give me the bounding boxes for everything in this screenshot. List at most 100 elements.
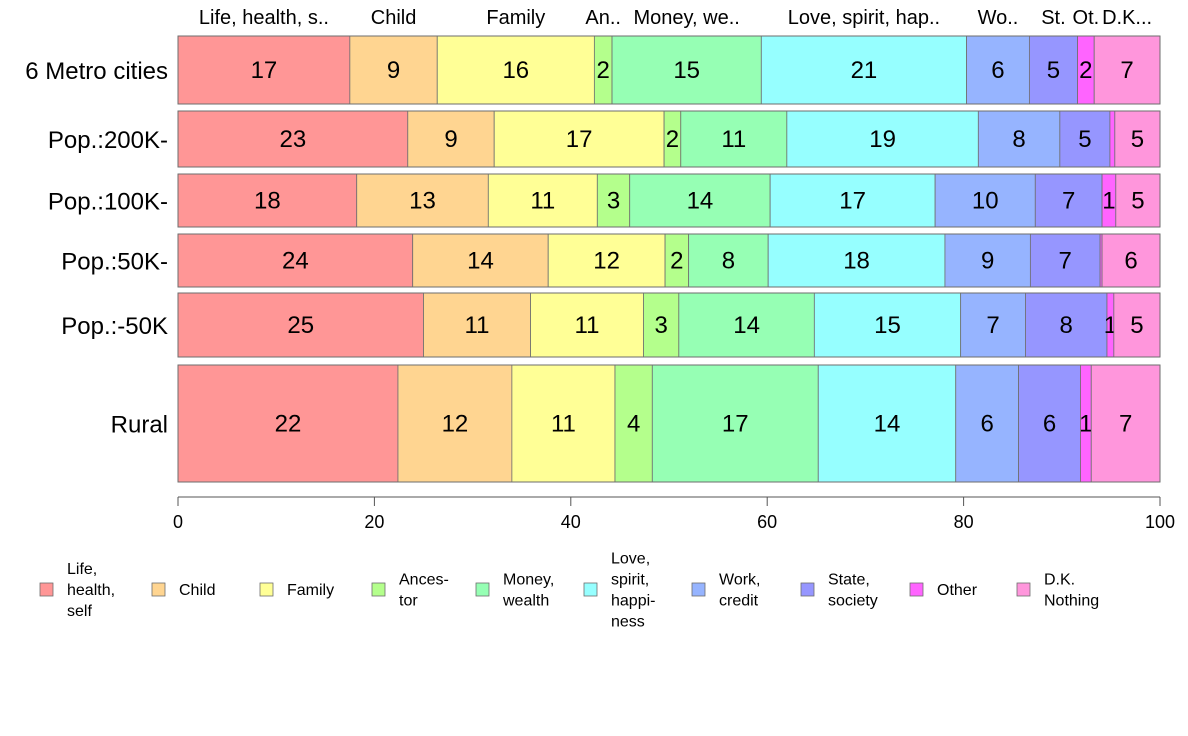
- bar-segment: [356, 173, 489, 228]
- data-label: 6: [1043, 411, 1056, 438]
- data-label: 9: [387, 57, 400, 84]
- data-label: 14: [874, 411, 901, 438]
- top-label: Ot.: [1073, 7, 1100, 29]
- bar-row: 25 11 11 3 14 15 7 8 1 5: [177, 292, 1161, 358]
- data-label: 17: [251, 57, 278, 84]
- legend-swatch: [800, 582, 815, 597]
- legend-label: State,: [828, 572, 870, 589]
- x-tick-label: 60: [757, 512, 777, 532]
- legend-label: spirit,: [611, 572, 649, 589]
- bar-outline: [177, 110, 1161, 168]
- bar-segment: [680, 110, 788, 168]
- legend-label: Child: [179, 582, 215, 599]
- top-label: An..: [585, 7, 621, 29]
- data-label: 12: [442, 411, 469, 438]
- data-label: 5: [1078, 126, 1091, 153]
- data-label: 1: [1102, 188, 1115, 215]
- legend-label: credit: [719, 593, 759, 610]
- legend-swatch: [691, 582, 706, 597]
- legend-label: Nothing: [1044, 593, 1099, 610]
- data-label: 5: [1131, 188, 1144, 215]
- category-label: 6 Metro cities: [25, 58, 168, 85]
- bar-segment: [688, 233, 769, 288]
- legend-item: Family: [259, 582, 334, 599]
- bar-segment: [1018, 364, 1081, 483]
- bar-segment: [423, 292, 531, 358]
- bars: 17 9 16 2 15 21 6 5 2 723 9 17 2 11 19 8 5 518 13 11 3 14 17 10…: [177, 35, 1161, 483]
- x-tick-label: 80: [954, 512, 974, 532]
- bar-segment: [651, 364, 819, 483]
- legend-item: Love, spirit, happi-ness: [583, 551, 655, 631]
- bar-outline: [177, 233, 1161, 288]
- bar-outline: [177, 173, 1161, 228]
- legend-swatch: [475, 582, 490, 597]
- category-label: Pop.:50K-: [61, 249, 168, 276]
- top-labels: Life, health, s.. Child Family An.. Money, w…: [199, 7, 1152, 29]
- category-label: Pop.:-50K: [61, 313, 168, 340]
- data-label: 9: [444, 126, 457, 153]
- bar-segment: [596, 173, 631, 228]
- data-label: 17: [839, 188, 866, 215]
- legend-item: D.K. Nothing: [1016, 572, 1099, 610]
- legend-label: ness: [611, 614, 645, 631]
- top-label: Family: [486, 7, 545, 29]
- data-label: 3: [654, 312, 667, 339]
- legend-label: tor: [399, 593, 418, 610]
- x-tick-label: 100: [1145, 512, 1175, 532]
- bar-segment: [1113, 292, 1161, 358]
- data-label: 8: [722, 248, 735, 275]
- top-label: St.: [1041, 7, 1065, 29]
- data-label: 11: [551, 411, 576, 438]
- legend-item: Ances-tor: [371, 572, 449, 610]
- x-axis: 0 20 40 60 80 100: [173, 496, 1175, 532]
- bar-segment: [1090, 364, 1161, 483]
- top-label: D.K...: [1102, 7, 1152, 29]
- legend-label: health,: [67, 582, 115, 599]
- top-label: Love, spirit, hap..: [788, 7, 940, 29]
- bar-segment: [177, 233, 414, 288]
- bar-outline: [177, 35, 1161, 105]
- bar-segment: [629, 173, 771, 228]
- bar-segment: [177, 173, 358, 228]
- legend-swatch: [583, 582, 598, 597]
- legend-swatch: [909, 582, 924, 597]
- data-label: 11: [575, 312, 600, 339]
- bar-row: 18 13 11 3 14 17 10 7 1 5: [177, 173, 1161, 228]
- data-label: 24: [282, 248, 309, 275]
- legend-label: Other: [937, 582, 978, 599]
- bar-segment: [1114, 110, 1161, 168]
- legend-label: happi-: [611, 593, 655, 610]
- data-label: 7: [1119, 411, 1132, 438]
- data-label: 16: [502, 57, 529, 84]
- bar-segment: [769, 173, 936, 228]
- data-label: 15: [874, 312, 901, 339]
- legend-label: Love,: [611, 551, 650, 568]
- data-label: 19: [869, 126, 896, 153]
- data-label: 12: [593, 248, 620, 275]
- legend: Life, health, self Child Family Ances-tor Mone…: [39, 551, 1099, 631]
- bar-segment: [955, 364, 1019, 483]
- data-label: 7: [1062, 188, 1075, 215]
- bar-row: 17 9 16 2 15 21 6 5 2 7: [177, 35, 1161, 105]
- legend-label: Life,: [67, 561, 97, 578]
- legend-swatch: [259, 582, 274, 597]
- data-label: 14: [733, 312, 760, 339]
- bar-outline: [177, 364, 1161, 483]
- bar-outline: [177, 292, 1161, 358]
- top-label: Life, health, s..: [199, 7, 329, 29]
- data-label: 14: [687, 188, 714, 215]
- bar-segment: [177, 110, 409, 168]
- data-label: 13: [409, 188, 436, 215]
- data-label: 15: [673, 57, 700, 84]
- data-label: 2: [670, 248, 683, 275]
- data-label: 18: [843, 248, 870, 275]
- legend-label: Family: [287, 582, 334, 599]
- top-label: Wo..: [978, 7, 1019, 29]
- x-tick-label: 20: [364, 512, 384, 532]
- legend-swatch: [1016, 582, 1031, 597]
- bar-segment: [349, 35, 438, 105]
- legend-label: Ances-: [399, 572, 449, 589]
- legend-item: Money, wealth: [475, 572, 554, 610]
- data-label: 10: [972, 188, 999, 215]
